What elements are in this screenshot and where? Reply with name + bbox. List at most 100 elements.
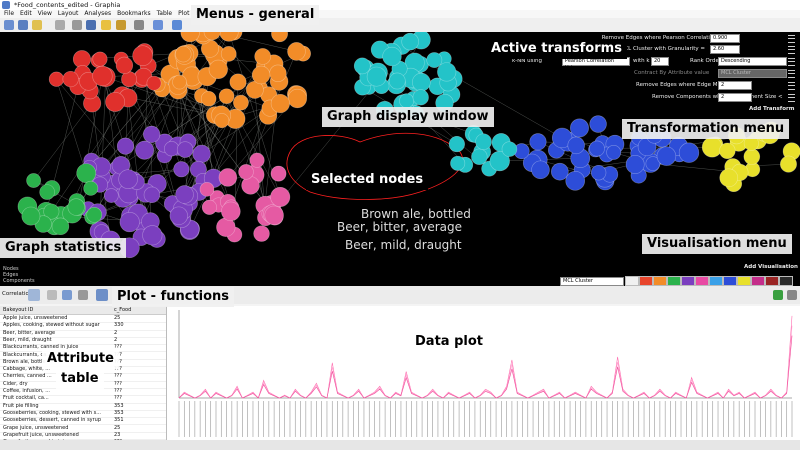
select-all-icon[interactable] (72, 20, 82, 30)
color-swatch[interactable] (737, 276, 751, 286)
export-icon[interactable] (62, 290, 72, 300)
graph-node (678, 142, 700, 163)
menu-table[interactable]: Table (156, 10, 173, 17)
cell-food-name: Beer, mild, draught (3, 336, 52, 343)
graph-node (287, 42, 306, 61)
download-icon[interactable] (773, 290, 783, 300)
select-none-icon[interactable] (86, 20, 96, 30)
folder-icon[interactable] (32, 20, 42, 30)
table-row[interactable]: Gooseberries, cooking, stewed with s... 3… (0, 410, 166, 419)
component-size-field[interactable]: 2 (718, 93, 752, 102)
settings-icon[interactable] (78, 290, 88, 300)
add-transform-button[interactable]: Add Transform (749, 106, 795, 112)
table-row[interactable]: Gooseberries, dessert, canned in syrup 35… (0, 417, 166, 426)
menu-view[interactable]: View (37, 10, 52, 17)
graph-node (175, 185, 194, 204)
menu-analyses[interactable]: Analyses (84, 10, 112, 17)
save-icon[interactable] (18, 20, 28, 30)
graph-node (214, 113, 230, 129)
settings-icon[interactable] (172, 20, 182, 30)
add-visualisation-button[interactable]: Add Visualisation (744, 264, 798, 270)
rank-order-select[interactable]: Descending (718, 57, 787, 66)
x-tick-label (638, 401, 640, 437)
cell-value: 2 (114, 336, 118, 343)
plot-canvas (178, 310, 793, 437)
graph-node (176, 141, 194, 158)
table-row[interactable]: Coffee, infusion, ...??? (0, 388, 166, 397)
table-row[interactable]: Apples, cooking, stewed without sugar 330 (0, 322, 166, 331)
graph-node (254, 48, 272, 65)
column-header[interactable]: Bakeyout ID (3, 307, 34, 313)
table-row[interactable]: Grapefruit juice, unsweetened 23 (0, 432, 166, 440)
graph-node (606, 144, 622, 160)
color-swatch[interactable] (695, 276, 709, 286)
color-swatch[interactable] (779, 276, 793, 286)
color-swatch[interactable] (723, 276, 737, 286)
menu-icon[interactable] (788, 35, 795, 43)
table-row[interactable]: Grapefruit, canned in juice??? (0, 439, 166, 440)
multiplicity-field[interactable]: 2 (718, 81, 752, 90)
granularity-field[interactable]: 2.60 (710, 45, 740, 54)
data-plot[interactable] (167, 306, 800, 440)
graph-node (743, 148, 761, 165)
menu-icon[interactable] (788, 70, 795, 78)
layout-icon[interactable] (153, 20, 163, 30)
table-row[interactable]: Beer, mild, draught 2 (0, 336, 166, 346)
contract-select[interactable]: MCL Cluster (718, 69, 787, 78)
x-tick-label (786, 401, 788, 437)
color-swatch[interactable] (751, 276, 765, 286)
column-icon[interactable] (47, 290, 57, 300)
menu-edit[interactable]: Edit (20, 10, 32, 17)
color-swatch[interactable] (681, 276, 695, 286)
menu-icon[interactable] (788, 82, 795, 90)
visualisation-select[interactable]: MCL Cluster (560, 277, 624, 286)
color-swatch[interactable] (667, 276, 681, 286)
menu-file[interactable]: File (4, 10, 15, 17)
graph-node (501, 141, 518, 157)
font-icon[interactable] (96, 289, 108, 301)
graph-node (270, 165, 287, 182)
find-icon[interactable] (116, 20, 126, 30)
graph-node (92, 65, 113, 87)
table-row[interactable]: Beer, bitter, average 2 (0, 330, 166, 338)
menu-icon[interactable] (788, 58, 795, 66)
graph-node (143, 125, 161, 143)
table-row[interactable]: Fruit pie filling 353 (0, 403, 166, 411)
add-icon[interactable] (28, 289, 40, 301)
delete-icon[interactable] (55, 20, 65, 30)
cell-food-name: Coffee, infusion, ... (3, 388, 50, 394)
menu-icon[interactable] (788, 46, 795, 54)
color-swatch[interactable] (625, 276, 639, 286)
x-tick-label (495, 401, 497, 437)
undo-icon[interactable] (134, 20, 144, 30)
table-row[interactable]: Grape juice, unsweetened 25 (0, 425, 166, 433)
table-row[interactable]: Apple juice, unsweetened 25 (0, 315, 166, 324)
menu-bookmarks[interactable]: Bookmarks (117, 10, 151, 17)
cell-food-name: Gooseberries, dessert, canned in syrup (3, 417, 102, 424)
knn-k-field[interactable]: 20 (651, 57, 669, 66)
graph-node (448, 135, 465, 153)
color-swatch[interactable] (639, 276, 653, 286)
column-header[interactable]: c_Food (114, 307, 132, 313)
graph-canvas[interactable] (0, 32, 800, 286)
menu-plot[interactable]: Plot (178, 10, 190, 17)
callout-visualisation-menu: Visualisation menu (642, 234, 792, 254)
menu-icon[interactable] (788, 94, 795, 102)
attribute-table[interactable]: Bakeyout ID c_Food Apple juice, unsweete… (0, 306, 167, 440)
graph-node (589, 115, 607, 133)
table-row[interactable]: Fruit cocktail, ca...??? (0, 395, 166, 404)
invert-select-icon[interactable] (101, 20, 111, 30)
x-tick-label (501, 401, 502, 437)
color-swatch[interactable] (709, 276, 723, 286)
cell-value: ??? (114, 373, 122, 380)
pearson-threshold-field[interactable]: 0.900 (710, 34, 740, 43)
cell-food-name: Grapefruit juice, unsweetened (3, 431, 79, 438)
cell-food-name: Blackcurrants, ca... (3, 351, 52, 358)
color-swatch[interactable] (653, 276, 667, 286)
open-icon[interactable] (4, 20, 14, 30)
x-tick-label (738, 401, 740, 437)
color-swatch[interactable] (765, 276, 779, 286)
x-tick-label (606, 401, 608, 437)
menu-layout[interactable]: Layout (57, 10, 79, 17)
window-icon[interactable] (787, 290, 797, 300)
